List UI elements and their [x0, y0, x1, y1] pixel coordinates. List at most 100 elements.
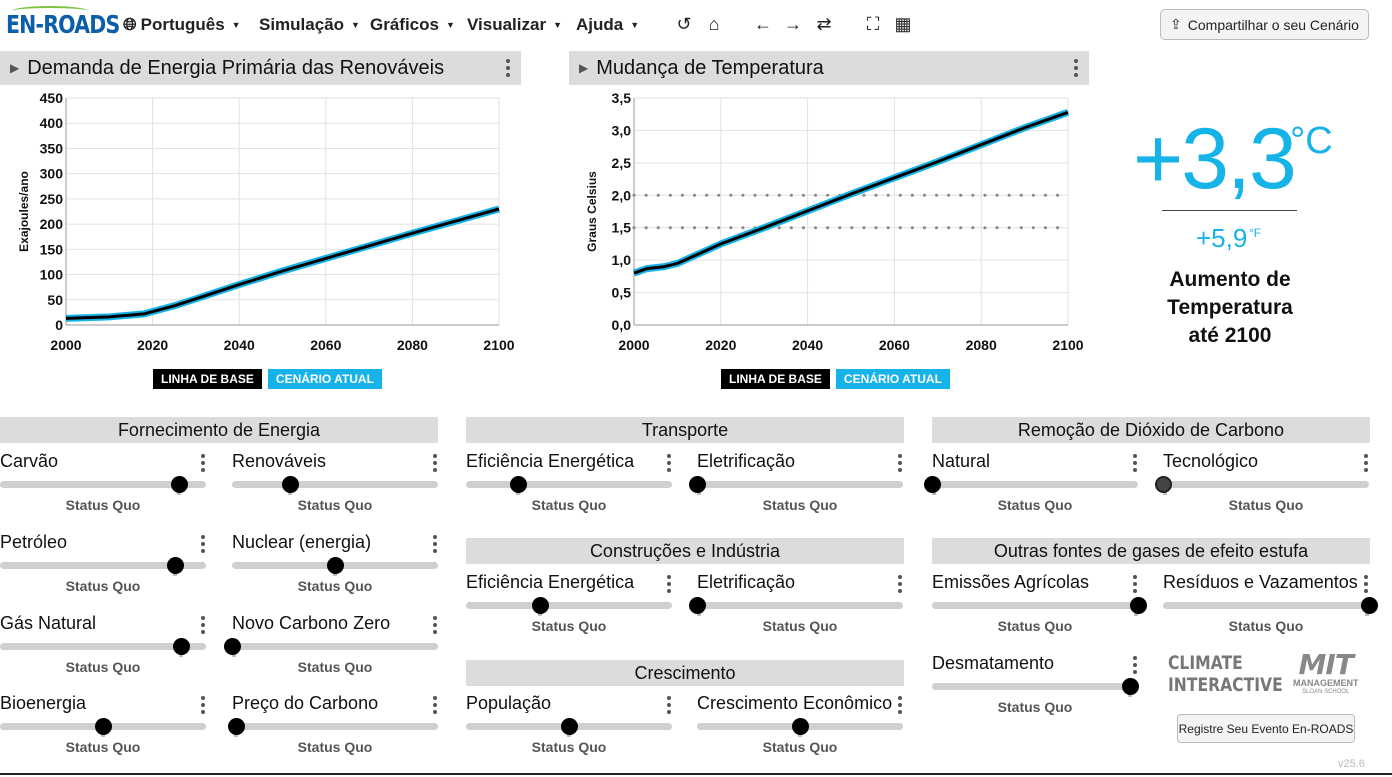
menu-simulation[interactable]: Simulação ▼	[259, 15, 360, 35]
menu-graphs[interactable]: Gráficos ▼	[370, 15, 455, 35]
compare-icon[interactable]: ⇄	[816, 14, 832, 34]
home-icon[interactable]: ⌂	[708, 14, 720, 34]
slider-menu-icon[interactable]	[432, 696, 438, 714]
slider-menu-icon[interactable]	[897, 454, 903, 472]
slider-menu-icon[interactable]	[200, 696, 206, 714]
legend-current[interactable]: CENÁRIO ATUAL	[267, 369, 382, 389]
climate-interactive-logo[interactable]: CLIMATE INTERACTIVE	[1168, 652, 1283, 696]
slider-menu-icon[interactable]	[1132, 656, 1138, 674]
slider-transport-efficiency[interactable]: Eficiência Energética Status Quo	[466, 451, 672, 521]
slider-track[interactable]	[232, 481, 438, 488]
slider-knob[interactable]	[228, 718, 245, 735]
slider-knob[interactable]	[1122, 678, 1139, 695]
slider-menu-icon[interactable]	[666, 696, 672, 714]
slider-track[interactable]	[932, 602, 1138, 609]
menu-language[interactable]: 🌐︎ Português ▼	[123, 15, 241, 35]
slider-menu-icon[interactable]	[200, 454, 206, 472]
menu-help[interactable]: Ajuda ▼	[576, 15, 639, 35]
menu-view[interactable]: Visualizar ▼	[467, 15, 562, 35]
slider-oil[interactable]: Petróleo Status Quo	[0, 532, 206, 602]
slider-knob[interactable]	[561, 718, 578, 735]
chart1-header[interactable]: ▶ Demanda de Energia Primária das Renová…	[0, 51, 521, 85]
grid-icon[interactable]: ▦	[894, 14, 912, 34]
expand-triangle-icon[interactable]: ▶	[10, 61, 20, 75]
chart1-legend: LINHA DE BASE CENÁRIO ATUAL	[153, 369, 382, 389]
slider-track[interactable]	[0, 643, 206, 650]
slider-menu-icon[interactable]	[1132, 575, 1138, 593]
slider-economic-growth[interactable]: Crescimento Econômico Status Quo	[697, 693, 903, 763]
slider-track[interactable]	[1163, 481, 1369, 488]
slider-knob[interactable]	[689, 597, 706, 614]
slider-knob[interactable]	[1361, 597, 1378, 614]
slider-knob[interactable]	[167, 557, 184, 574]
slider-natural-gas[interactable]: Gás Natural Status Quo	[0, 613, 206, 683]
mit-sloan-logo[interactable]: MIT MANAGEMENT SLOAN SCHOOL	[1293, 651, 1359, 696]
slider-deforestation[interactable]: Desmatamento Status Quo	[932, 653, 1139, 723]
chart2-menu-icon[interactable]	[1073, 59, 1079, 77]
slider-carbon-price[interactable]: Preço do Carbono Status Quo	[228, 693, 438, 763]
slider-menu-icon[interactable]	[200, 535, 206, 553]
forward-icon[interactable]: →	[784, 14, 802, 34]
slider-track[interactable]	[697, 602, 903, 609]
legend-current[interactable]: CENÁRIO ATUAL	[835, 369, 950, 389]
slider-menu-icon[interactable]	[432, 454, 438, 472]
share-scenario-button[interactable]: ⇪ Compartilhar o seu Cenário	[1160, 9, 1369, 40]
slider-menu-icon[interactable]	[666, 575, 672, 593]
expand-triangle-icon[interactable]: ▶	[579, 61, 589, 75]
register-event-button[interactable]: Registre Seu Evento En-ROADS	[1177, 714, 1355, 743]
slider-knob[interactable]	[327, 557, 344, 574]
slider-menu-icon[interactable]	[1363, 575, 1369, 593]
slider-menu-icon[interactable]	[1363, 454, 1369, 472]
slider-technological-removal[interactable]: Tecnológico Status Quo	[1155, 451, 1369, 521]
slider-agricultural-emissions[interactable]: Emissões Agrícolas Status Quo	[932, 572, 1147, 642]
en-roads-logo[interactable]: EN-ROADS	[6, 10, 120, 39]
slider-transport-electrification[interactable]: Eletrificação Status Quo	[689, 451, 903, 521]
slider-new-zero-carbon[interactable]: Novo Carbono Zero Status Quo	[224, 613, 438, 683]
slider-track[interactable]	[1163, 602, 1369, 609]
slider-menu-icon[interactable]	[897, 696, 903, 714]
slider-menu-icon[interactable]	[897, 575, 903, 593]
slider-waste-leakage[interactable]: Resíduos e Vazamentos Status Quo	[1163, 572, 1378, 642]
slider-menu-icon[interactable]	[1132, 454, 1138, 472]
slider-knob[interactable]	[510, 476, 527, 493]
slider-track[interactable]	[232, 643, 438, 650]
slider-knob[interactable]	[1130, 597, 1147, 614]
slider-knob[interactable]	[1155, 476, 1172, 493]
slider-menu-icon[interactable]	[200, 616, 206, 634]
fullscreen-icon[interactable]: ⛶	[866, 14, 880, 34]
slider-renewables[interactable]: Renováveis Status Quo	[232, 451, 438, 521]
back-icon[interactable]: ←	[754, 14, 772, 34]
slider-knob[interactable]	[792, 718, 809, 735]
undo-icon[interactable]: ↺	[676, 14, 692, 34]
slider-track[interactable]	[697, 481, 903, 488]
slider-buildings-electrification[interactable]: Eletrificação Status Quo	[689, 572, 903, 642]
slider-knob[interactable]	[224, 638, 241, 655]
chart1-menu-icon[interactable]	[505, 59, 511, 77]
legend-baseline[interactable]: LINHA DE BASE	[153, 369, 262, 389]
slider-track[interactable]	[932, 683, 1138, 690]
slider-track[interactable]	[466, 481, 672, 488]
slider-track[interactable]	[0, 562, 206, 569]
slider-knob[interactable]	[173, 638, 190, 655]
slider-knob[interactable]	[924, 476, 941, 493]
slider-track[interactable]	[466, 602, 672, 609]
slider-track[interactable]	[0, 481, 206, 488]
slider-buildings-efficiency[interactable]: Eficiência Energética Status Quo	[466, 572, 672, 642]
slider-track[interactable]	[932, 481, 1138, 488]
slider-population[interactable]: População Status Quo	[466, 693, 672, 763]
slider-menu-icon[interactable]	[666, 454, 672, 472]
slider-knob[interactable]	[689, 476, 706, 493]
slider-knob[interactable]	[532, 597, 549, 614]
slider-bioenergy[interactable]: Bioenergia Status Quo	[0, 693, 206, 763]
slider-knob[interactable]	[282, 476, 299, 493]
slider-nuclear[interactable]: Nuclear (energia) Status Quo	[232, 532, 438, 602]
slider-track[interactable]	[232, 723, 438, 730]
slider-knob[interactable]	[171, 476, 188, 493]
chart2-header[interactable]: ▶ Mudança de Temperatura	[569, 51, 1089, 85]
slider-coal[interactable]: Carvão Status Quo	[0, 451, 206, 521]
slider-menu-icon[interactable]	[432, 616, 438, 634]
slider-natural-removal[interactable]: Natural Status Quo	[924, 451, 1138, 521]
slider-knob[interactable]	[95, 718, 112, 735]
slider-menu-icon[interactable]	[432, 535, 438, 553]
legend-baseline[interactable]: LINHA DE BASE	[721, 369, 830, 389]
